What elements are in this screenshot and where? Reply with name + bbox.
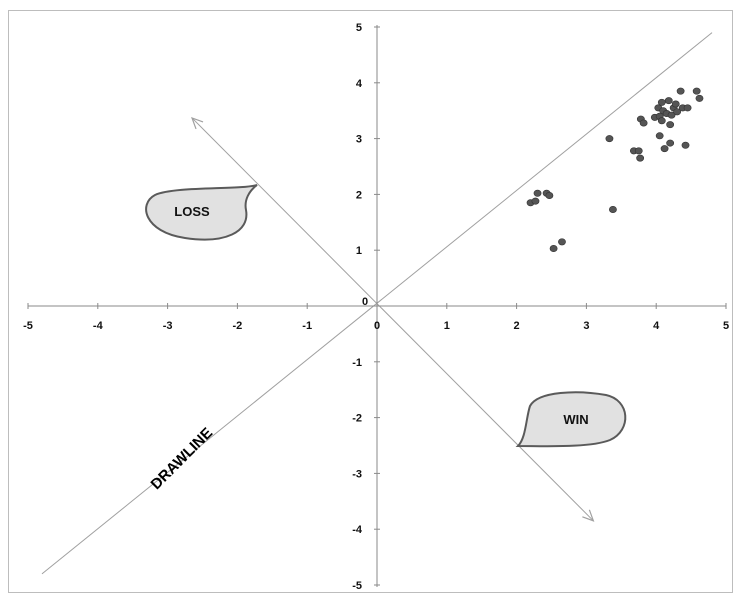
- data-point: [671, 100, 680, 108]
- x-tick-label: 1: [444, 320, 450, 332]
- data-point: [695, 94, 704, 102]
- data-point: [676, 87, 685, 95]
- win-arrowhead: [582, 509, 595, 522]
- y-tick-label: 1: [356, 245, 362, 257]
- y-tick-label: -3: [352, 468, 362, 480]
- data-point: [673, 108, 682, 116]
- data-points: [526, 87, 704, 253]
- y-tick-label: 0: [362, 296, 368, 308]
- x-tick-label: 2: [514, 320, 520, 332]
- x-tick-label: -2: [233, 320, 243, 332]
- y-tick-label: -2: [352, 413, 362, 425]
- drawline-label: DRAWLINE: [148, 425, 217, 494]
- data-point: [639, 119, 648, 127]
- data-point: [605, 135, 614, 143]
- data-point: [533, 189, 542, 197]
- data-point: [657, 117, 666, 125]
- data-point: [657, 98, 666, 106]
- loss-callout: LOSS: [145, 184, 258, 241]
- y-tick-label: 4: [356, 78, 363, 90]
- data-point: [664, 97, 673, 105]
- data-point: [545, 192, 554, 200]
- x-tick-label: 3: [583, 320, 589, 332]
- loss-win-line: [191, 117, 594, 522]
- x-tick-label: -4: [93, 320, 104, 332]
- y-tick-label: 2: [356, 189, 362, 201]
- data-point: [666, 139, 675, 147]
- x-tick-label: -3: [163, 320, 173, 332]
- data-point: [655, 132, 664, 140]
- x-tick-label: 5: [723, 320, 729, 332]
- data-point: [666, 121, 675, 129]
- data-point: [667, 111, 676, 119]
- data-point: [681, 141, 690, 149]
- win-bubble: [515, 391, 627, 448]
- y-tick-label: 5: [356, 22, 362, 34]
- loss-bubble: [145, 184, 258, 241]
- win-label: WIN: [563, 412, 588, 427]
- y-tick-label: -4: [352, 524, 363, 536]
- data-point: [549, 245, 558, 253]
- x-tick-label: -1: [302, 320, 312, 332]
- x-axis-ticks: -5 -4 -3 -2 -1 0 1 2 3 4 5: [23, 303, 729, 332]
- data-point: [660, 145, 669, 153]
- y-tick-label: -1: [352, 357, 362, 369]
- y-tick-label: -5: [352, 580, 362, 592]
- data-point: [636, 154, 645, 162]
- data-point: [609, 205, 617, 213]
- data-point: [692, 87, 701, 95]
- y-tick-label: 3: [356, 134, 362, 146]
- data-point: [531, 197, 540, 205]
- data-point: [558, 238, 566, 246]
- win-callout: WIN: [515, 391, 627, 448]
- data-point: [683, 104, 692, 112]
- x-tick-label: 4: [653, 320, 660, 332]
- data-point: [634, 147, 643, 155]
- x-tick-label: 0: [374, 320, 380, 332]
- y-axis-ticks: -5 -4 -3 -2 -1 1 2 3 4 5 0: [352, 22, 380, 592]
- loss-label: LOSS: [174, 204, 210, 219]
- plot-border: [8, 10, 733, 593]
- x-tick-label: -5: [23, 320, 33, 332]
- loss-arrowhead: [191, 116, 204, 130]
